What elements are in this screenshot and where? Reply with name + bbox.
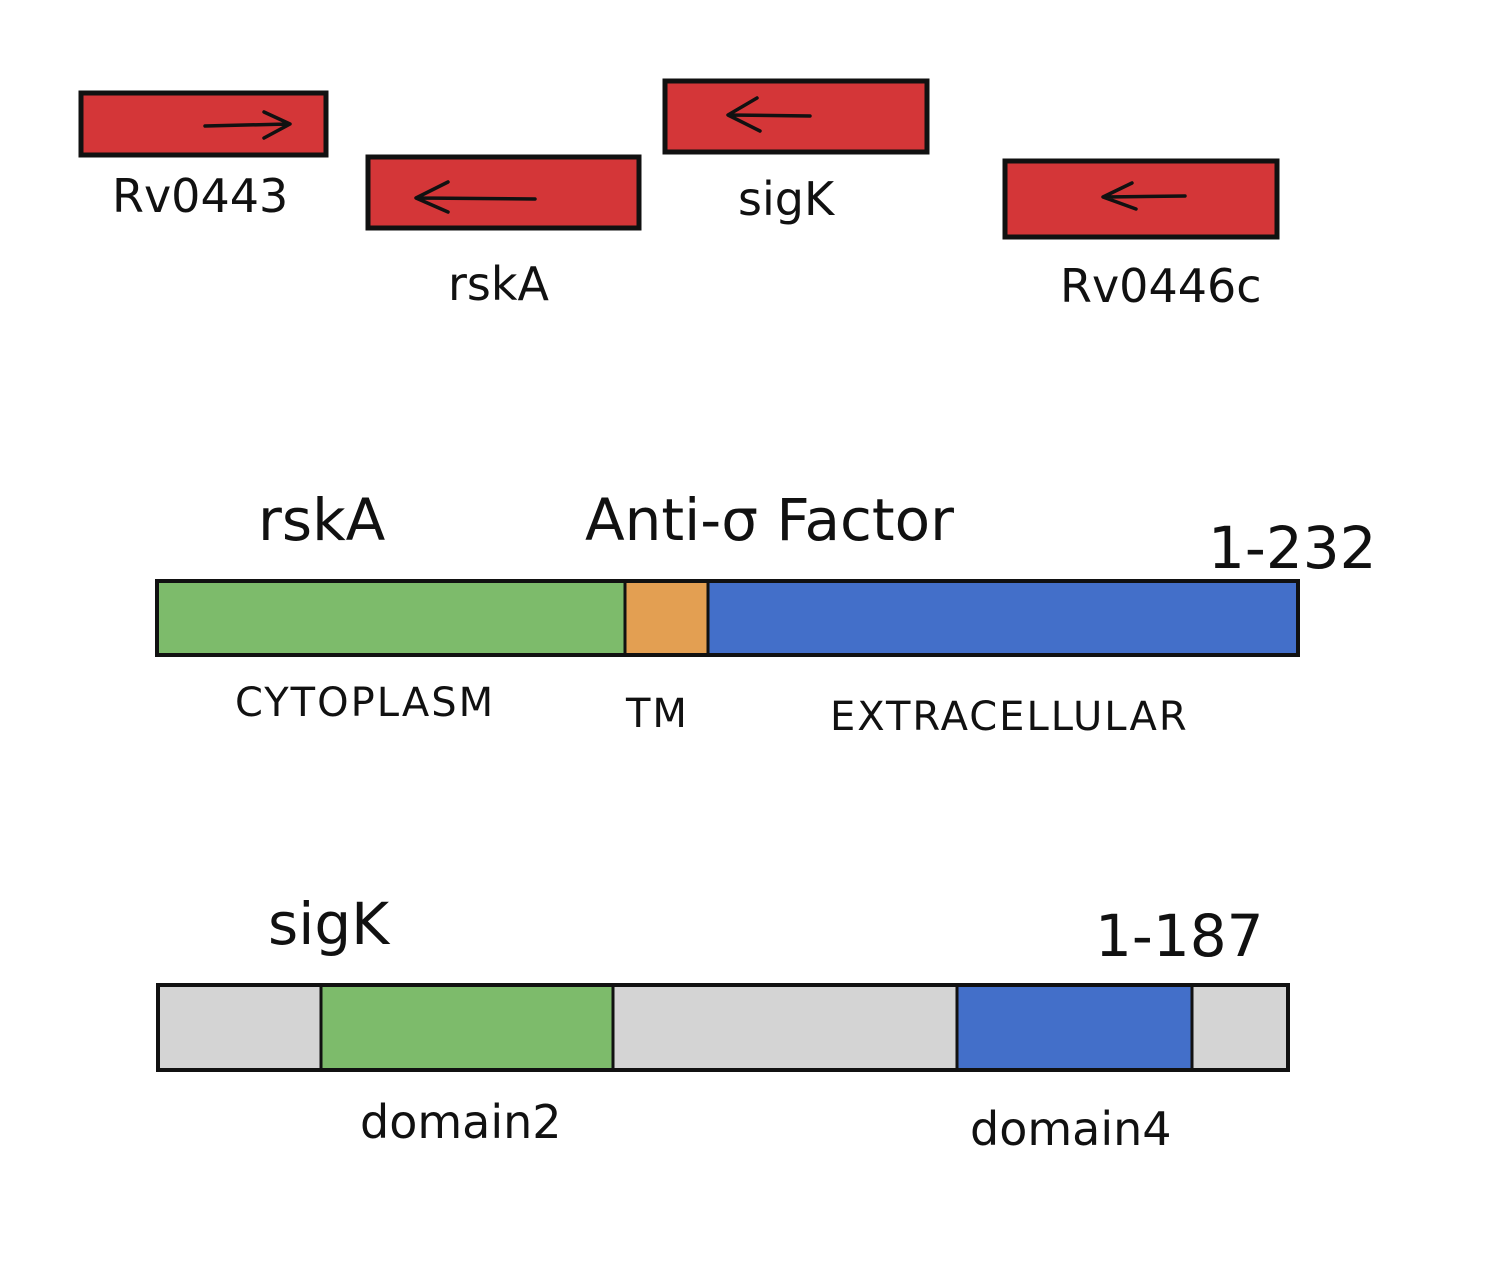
rska-name: rskA (258, 486, 386, 554)
sigk-protein: sigK 1-187 domain2 domain4 (156, 890, 1290, 1156)
region-tm (625, 581, 708, 655)
region-cytoplasm (157, 581, 625, 655)
rska-bar-outline (155, 579, 1300, 657)
region-cytoplasm-label: CYTOPLASM (235, 680, 495, 726)
rska-range: 1-232 (1208, 514, 1377, 582)
gene-rv0446c: Rv0446c (1002, 158, 1280, 313)
gene-rv0446c-box (1002, 158, 1280, 240)
sigk-bar-outline (156, 983, 1290, 1072)
reverse-arrow-icon (414, 180, 537, 214)
reverse-arrow-icon (1101, 181, 1187, 211)
gene-sigk-label: sigK (738, 172, 836, 226)
domain-2-label: domain2 (360, 1095, 562, 1149)
gene-rv0446c-label: Rv0446c (1060, 259, 1262, 313)
forward-arrow-icon (203, 110, 292, 140)
domain-2 (321, 985, 613, 1070)
gene-rv0443-label: Rv0443 (112, 169, 288, 223)
sigk-name: sigK (268, 890, 391, 958)
rska-protein: rskA Anti-σ Factor 1-232 CYTOPLASM TM EX… (155, 486, 1377, 740)
domain-4-label: domain4 (970, 1102, 1172, 1156)
gene-sigk: sigK (662, 78, 930, 226)
sigk-range: 1-187 (1095, 902, 1264, 970)
gene-rska-label: rskA (448, 257, 550, 311)
domain-4 (957, 985, 1192, 1070)
gene-rska-box (365, 154, 642, 231)
rska-description: Anti-σ Factor (585, 486, 954, 554)
gene-rska: rskA (365, 154, 642, 311)
region-extracellular (708, 581, 1298, 655)
region-extracellular-label: EXTRACELLULAR (830, 694, 1189, 740)
gene-cluster: Rv0443 rskA sigK Rv0446c (78, 78, 1280, 313)
region-tm-label: TM (625, 691, 689, 737)
gene-rv0443: Rv0443 (78, 90, 329, 223)
reverse-arrow-icon (726, 96, 812, 133)
